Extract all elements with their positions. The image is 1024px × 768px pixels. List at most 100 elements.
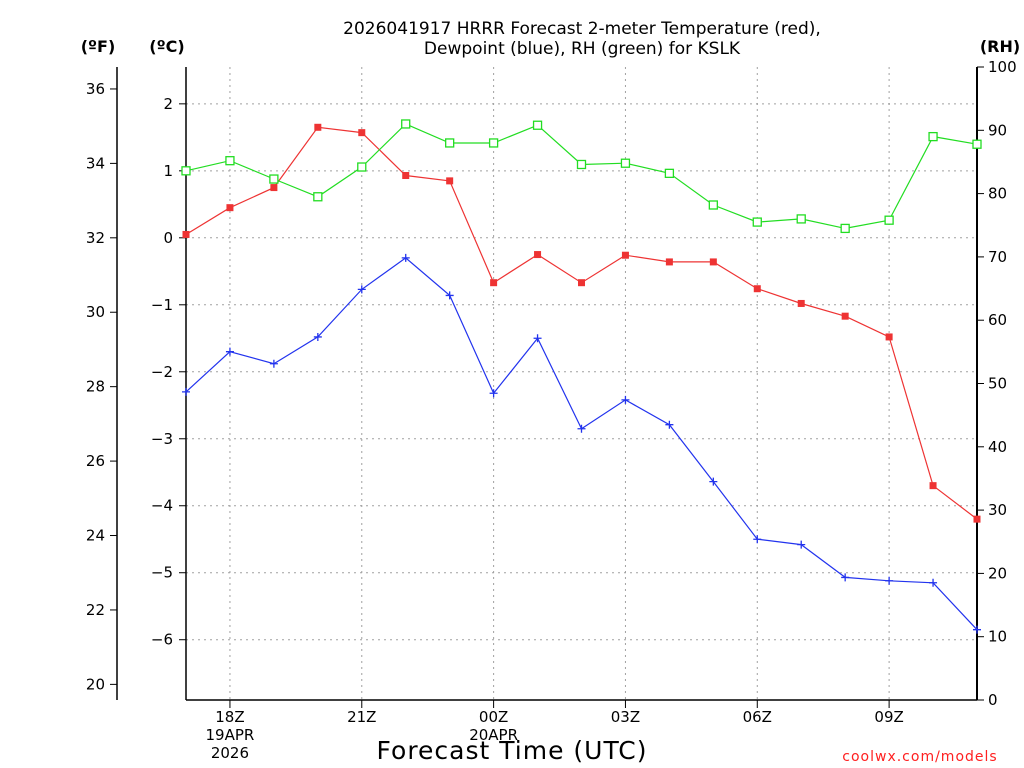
rh-point	[620, 158, 631, 168]
celsius-tick-label: 2	[163, 95, 173, 113]
x-tick-label: 21Z	[347, 708, 376, 726]
temperature-point	[314, 123, 322, 131]
temperature-point	[446, 177, 454, 185]
temperature-point	[841, 312, 849, 320]
series-temperature	[182, 123, 981, 523]
x-tick-date-label: 20APR	[469, 726, 518, 744]
rh-point	[181, 166, 191, 176]
rh-point	[269, 174, 279, 184]
rh-point	[401, 119, 411, 129]
rh-tick-label: 0	[988, 691, 998, 709]
rh-tick-label: 50	[988, 375, 1007, 393]
title-line-2: Dewpoint (blue), RH (green) for KSLK	[424, 39, 741, 59]
dewpoint-point	[357, 285, 366, 294]
temperature-point	[665, 258, 673, 266]
tick-labels: 210−1−2−3−4−5−63634323028262422201009080…	[86, 58, 1017, 762]
series-dewpoint	[182, 253, 981, 634]
rh-point	[313, 192, 323, 202]
fahrenheit-unit-label: (ºF)	[81, 37, 116, 56]
dewpoint-point	[313, 332, 322, 341]
dewpoint-point	[709, 477, 718, 486]
temperature-line	[185, 126, 978, 520]
celsius-tick-label: 0	[163, 229, 173, 247]
rh-point	[796, 214, 806, 224]
x-tick-label: 00Z	[479, 708, 508, 726]
dewpoint-point	[533, 334, 542, 343]
celsius-tick-label: −1	[151, 296, 173, 314]
dewpoint-point	[797, 540, 806, 549]
credit-text: coolwx.com/models	[842, 749, 997, 765]
dewpoint-point	[269, 359, 278, 368]
rh-point	[357, 162, 367, 172]
title-line-1: 2026041917 HRRR Forecast 2-meter Tempera…	[343, 19, 821, 39]
rh-point	[884, 215, 894, 225]
fahrenheit-tick-label: 22	[86, 601, 105, 619]
dewpoint-line	[185, 257, 978, 631]
rh-point	[225, 156, 235, 166]
series-rh	[181, 119, 982, 234]
rh-point	[752, 217, 762, 227]
dewpoint-point	[665, 420, 674, 429]
fahrenheit-tick-label: 24	[86, 527, 105, 545]
temperature-point	[885, 333, 893, 341]
dewpoint-point	[621, 395, 630, 404]
celsius-tick-label: −6	[151, 631, 173, 649]
temperature-point	[709, 258, 717, 266]
dewpoint-point	[753, 535, 762, 544]
dewpoint-point	[929, 578, 938, 587]
data-series	[181, 119, 982, 634]
dewpoint-point	[885, 576, 894, 585]
dewpoint-point	[182, 387, 190, 396]
x-axis-label: Forecast Time (UTC)	[377, 736, 648, 765]
chart-title: 2026041917 HRRR Forecast 2-meter Tempera…	[343, 19, 821, 59]
rh-point	[532, 120, 543, 130]
rh-tick-label: 10	[988, 628, 1007, 646]
rh-tick-label: 80	[988, 185, 1007, 203]
dewpoint-point	[489, 389, 498, 398]
rh-point	[708, 200, 718, 210]
temperature-point	[578, 279, 585, 287]
temperature-point	[490, 279, 498, 287]
temperature-point	[358, 129, 366, 137]
x-tick-date-label: 2026	[211, 744, 249, 762]
temperature-point	[621, 251, 629, 259]
dewpoint-point	[973, 625, 981, 634]
dewpoint-point	[841, 573, 850, 582]
rh-point	[840, 223, 850, 234]
temperature-point	[226, 204, 234, 212]
temperature-point	[182, 230, 190, 238]
fahrenheit-tick-label: 28	[86, 378, 105, 396]
dewpoint-point	[225, 347, 234, 356]
dewpoint-point	[401, 253, 410, 262]
rh-point	[972, 139, 982, 149]
rh-tick-label: 70	[988, 248, 1007, 266]
fahrenheit-tick-label: 30	[86, 303, 105, 321]
temperature-point	[402, 172, 410, 180]
dewpoint-point	[445, 291, 454, 300]
fahrenheit-tick-label: 26	[86, 452, 105, 470]
celsius-tick-label: −4	[151, 497, 173, 515]
temperature-point	[753, 285, 761, 293]
rh-point	[928, 131, 938, 142]
rh-tick-label: 60	[988, 311, 1007, 329]
fahrenheit-tick-label: 20	[86, 675, 105, 693]
fahrenheit-tick-label: 36	[86, 80, 105, 98]
celsius-tick-label: −3	[151, 430, 173, 448]
rh-point	[445, 138, 455, 148]
temperature-point	[797, 299, 805, 307]
rh-point	[576, 159, 587, 170]
temperature-point	[270, 184, 278, 192]
fahrenheit-tick-label: 32	[86, 229, 105, 247]
x-tick-label: 03Z	[611, 708, 640, 726]
celsius-tick-label: −2	[151, 363, 173, 381]
x-tick-label: 18Z	[215, 708, 244, 726]
rh-tick-label: 20	[988, 564, 1007, 582]
x-tick-label: 09Z	[874, 708, 903, 726]
rh-tick-label: 30	[988, 501, 1007, 519]
rh-line	[185, 123, 978, 230]
temperature-point	[973, 515, 981, 523]
x-tick-label: 06Z	[743, 708, 772, 726]
rh-tick-label: 100	[988, 58, 1017, 76]
rh-tick-label: 90	[988, 121, 1007, 139]
